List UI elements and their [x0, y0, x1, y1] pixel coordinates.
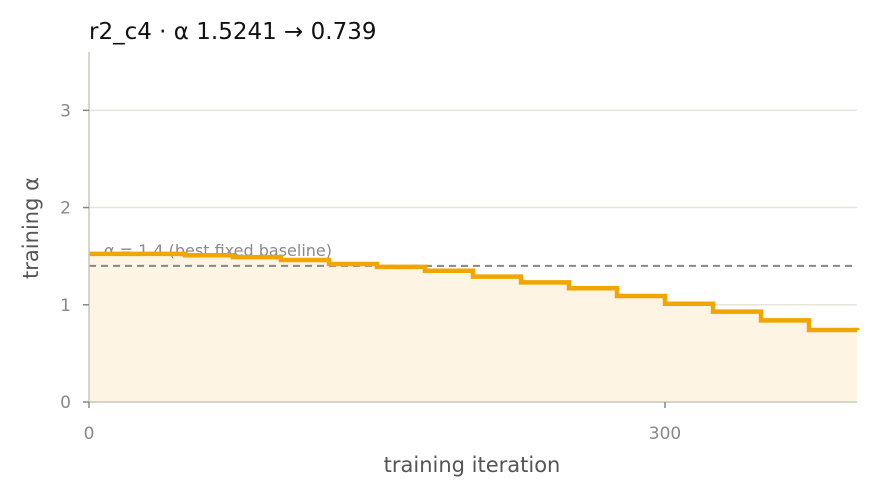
ticks: 0 1 2 3 0 300: [60, 101, 681, 444]
y-tick-label: 1: [60, 296, 71, 316]
chart-title: r2_c4 · α 1.5241 → 0.739: [89, 19, 377, 45]
x-tick-label: 0: [84, 424, 95, 444]
series-line: [89, 251, 860, 333]
y-axis-label: training α: [19, 177, 43, 279]
x-axis-label: training iteration: [384, 453, 561, 477]
y-tick-label: 0: [60, 393, 71, 413]
y-tick-label: 2: [60, 199, 71, 219]
x-tick-label: 300: [649, 424, 681, 444]
y-tick-label: 3: [60, 101, 71, 121]
series-area: [89, 253, 857, 402]
